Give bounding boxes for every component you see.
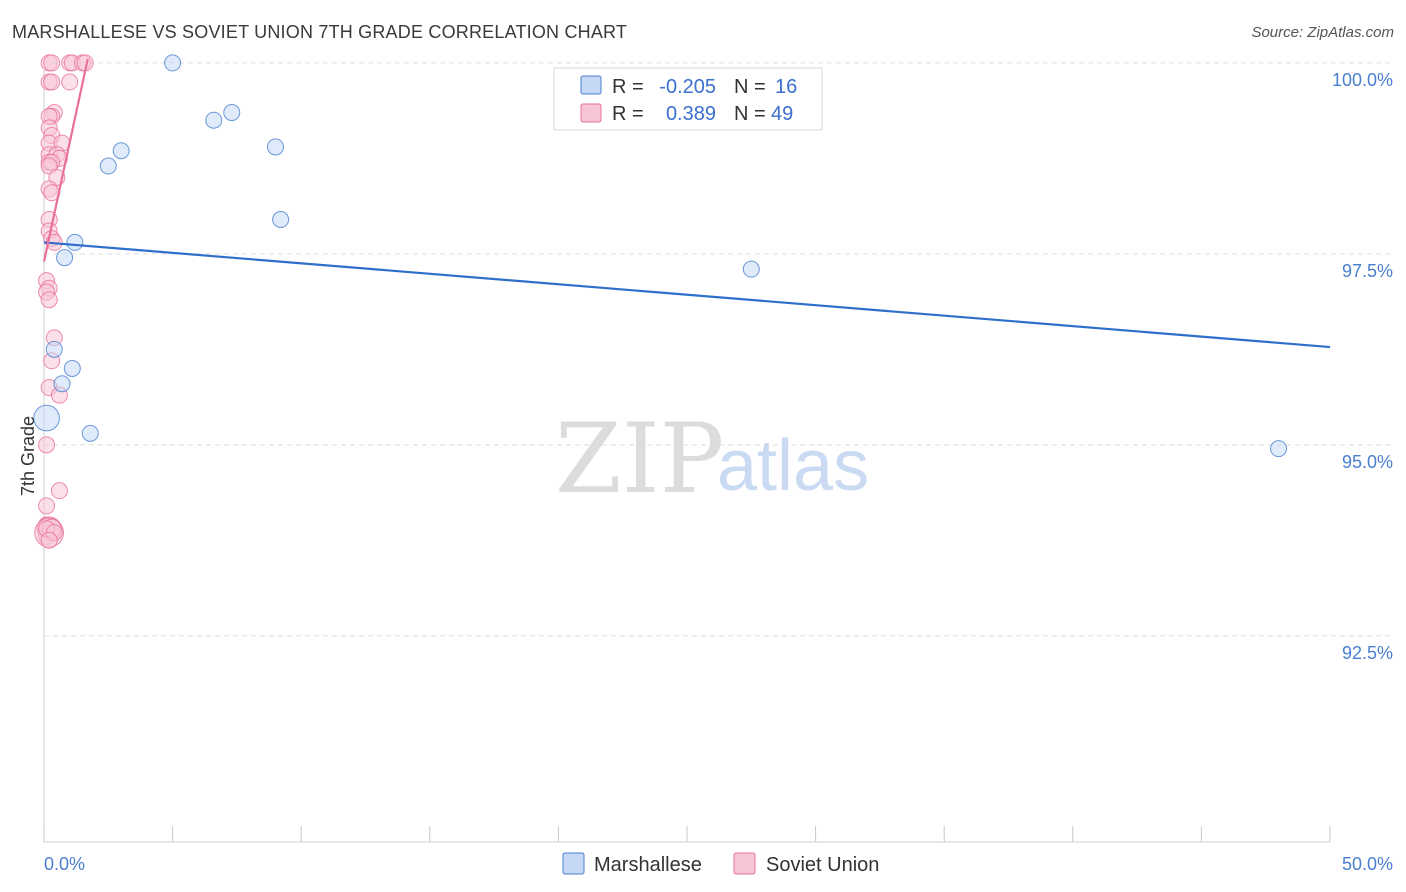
legend-r-value-1: -0.205 <box>659 76 716 98</box>
x-tick-labels: 0.0% 50.0% <box>44 854 1393 874</box>
legend-n-label-2: N = <box>734 103 766 125</box>
marshallese-point-6 <box>272 210 290 228</box>
soviet-point-38 <box>50 482 68 500</box>
y-tick-label-0: 92.5% <box>1342 643 1393 663</box>
legend-n-value-2: 49 <box>771 103 793 125</box>
marshallese-point-13 <box>33 404 60 432</box>
soviet-point-37 <box>38 436 56 454</box>
legend-swatch-soviet <box>580 103 602 123</box>
legend-r-value-2: 0.389 <box>666 103 716 125</box>
marshallese-point-10 <box>45 340 63 358</box>
source-credit[interactable]: Source: ZipAtlas.com <box>1251 24 1394 41</box>
trend-lines <box>42 58 1331 349</box>
soviet-trend-line <box>42 58 89 262</box>
legend-n-label-1: N = <box>734 76 766 98</box>
marshallese-point-15 <box>1270 440 1288 458</box>
marshallese-point-2 <box>223 104 241 122</box>
bottom-legend-swatch-marshallese <box>562 852 585 875</box>
y-tick-label-1: 95.0% <box>1342 452 1393 472</box>
marshallese-point-1 <box>205 111 223 129</box>
y-tick-label-3: 100.0% <box>1332 70 1393 90</box>
series-legend: Marshallese Soviet Union <box>562 852 879 876</box>
x-tick-label-1: 50.0% <box>1342 854 1393 874</box>
marshallese-point-0 <box>164 54 182 72</box>
marshallese-point-7 <box>66 233 84 251</box>
axes <box>43 70 1331 843</box>
marshallese-point-4 <box>112 142 130 160</box>
legend-n-value-1: 16 <box>775 76 797 98</box>
marshallese-point-3 <box>99 157 117 175</box>
watermark: ZIP atlas <box>555 403 869 515</box>
soviet-point-7 <box>43 73 61 91</box>
y-axis-label: 7th Grade <box>18 416 38 496</box>
marshallese-point-12 <box>53 375 71 393</box>
legend-r-label-1: R = <box>612 76 644 98</box>
y-tick-label-2: 97.5% <box>1342 261 1393 281</box>
bottom-legend-marshallese: Marshallese <box>594 854 702 876</box>
legend-swatch-marshallese <box>580 75 602 95</box>
soviet-point-32 <box>40 291 58 309</box>
marshallese-point-5 <box>266 138 284 156</box>
y-tick-labels: 92.5% 95.0% 97.5% 100.0% <box>1332 70 1393 663</box>
x-tick-label-0: 0.0% <box>44 854 85 874</box>
data-points <box>33 54 1288 549</box>
marshallese-point-14 <box>81 424 99 442</box>
soviet-point-8 <box>61 73 79 91</box>
marshallese-point-8 <box>56 249 74 267</box>
soviet-point-39 <box>38 497 56 515</box>
soviet-point-48 <box>40 531 58 549</box>
watermark-zip: ZIP <box>555 403 724 515</box>
legend-r-label-2: R = <box>612 103 644 125</box>
bottom-legend-soviet: Soviet Union <box>766 854 879 876</box>
bottom-legend-swatch-soviet <box>733 852 756 875</box>
soviet-point-1 <box>43 54 61 72</box>
stats-legend: R = -0.205 N = 16 R = 0.389 N = 49 <box>553 67 823 131</box>
marshallese-point-11 <box>63 359 81 377</box>
chart-title: MARSHALLESE VS SOVIET UNION 7TH GRADE CO… <box>12 22 628 42</box>
watermark-atlas: atlas <box>717 426 869 506</box>
marshallese-point-9 <box>742 260 760 278</box>
gridlines <box>44 62 1392 637</box>
marshallese-trend-line <box>43 241 1331 349</box>
